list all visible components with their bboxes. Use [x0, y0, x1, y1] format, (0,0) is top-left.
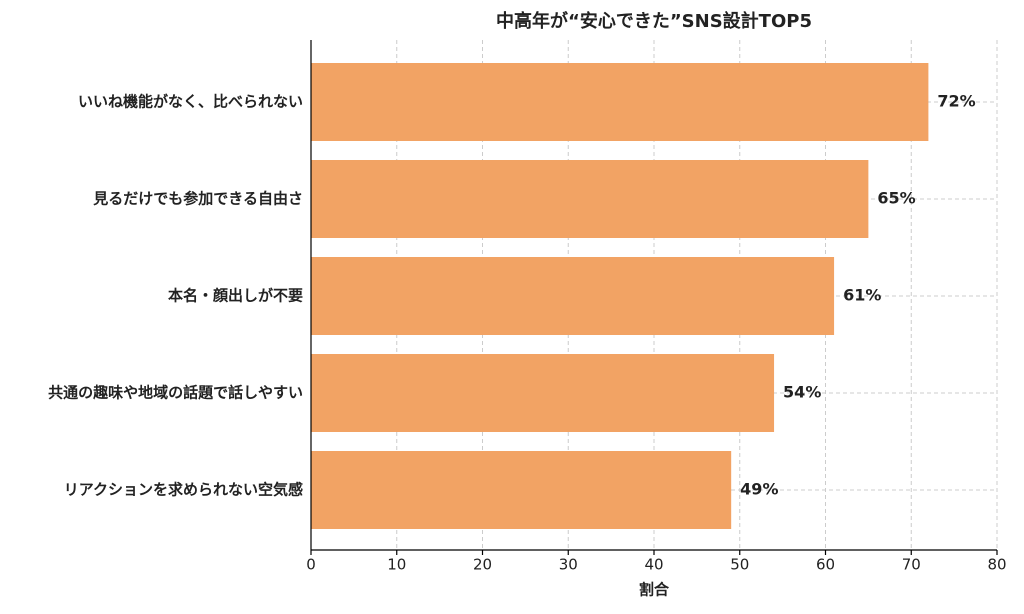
- data-label: 65%: [877, 189, 915, 208]
- x-tick-label: 10: [387, 556, 406, 574]
- bar: [311, 63, 929, 141]
- y-tick-label: 見るだけでも参加できる自由さ: [92, 190, 303, 208]
- bar: [311, 451, 732, 529]
- x-tick-label: 60: [816, 556, 835, 574]
- bar: [311, 257, 835, 335]
- y-tick-label: リアクションを求められない空気感: [64, 481, 303, 499]
- bar: [311, 160, 869, 238]
- x-tick-label: 30: [559, 556, 578, 574]
- x-tick-label: 50: [730, 556, 749, 574]
- y-tick-label: いいね機能がなく、比べられない: [78, 93, 303, 111]
- x-tick-label: 40: [644, 556, 663, 574]
- data-label: 72%: [937, 92, 975, 111]
- x-axis-label: 割合: [639, 581, 670, 599]
- y-tick-label: 共通の趣味や地域の話題で話しやすい: [48, 384, 303, 402]
- chart-title: 中高年が“安心できた”SNS設計TOP5: [496, 10, 812, 32]
- x-tick-label: 80: [987, 556, 1006, 574]
- bar: [311, 354, 775, 432]
- x-tick-label: 70: [902, 556, 921, 574]
- x-tick-label: 0: [306, 556, 316, 574]
- data-label: 61%: [843, 286, 881, 305]
- y-tick-label: 本名・顔出しが不要: [168, 287, 303, 305]
- data-label: 49%: [740, 480, 778, 499]
- data-label: 54%: [783, 383, 821, 402]
- x-tick-label: 20: [473, 556, 492, 574]
